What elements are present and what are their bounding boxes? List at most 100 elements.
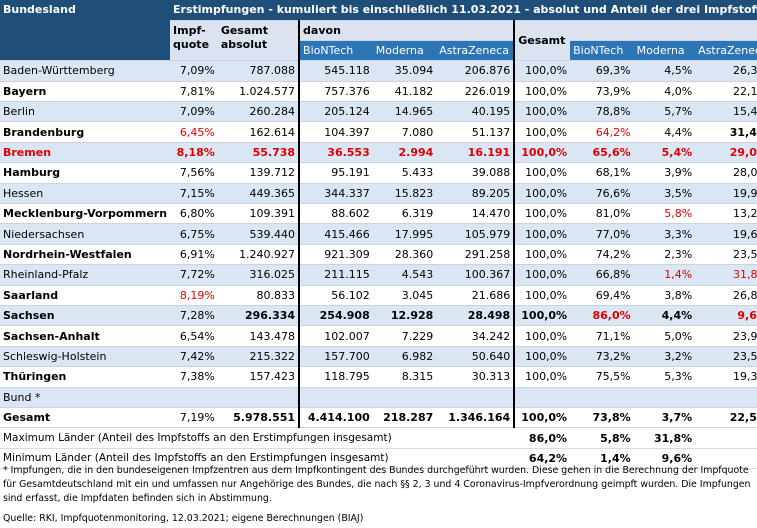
source-note: Quelle: RKI, Impfquotenmonitoring, 12.03… <box>3 513 364 524</box>
cell-az_pct <box>695 387 757 408</box>
cell-az_pct: 28,0% <box>695 162 757 184</box>
cell-g_pct: 100,0% <box>513 81 571 103</box>
cell-mod: 7.080 <box>372 121 437 143</box>
cell-az_pct: 26,3% <box>695 60 757 82</box>
cell-mod: 6.319 <box>372 203 437 225</box>
cell-bundesland: Niedersachsen <box>0 223 171 245</box>
cell-bundesland: Baden-Württemberg <box>0 60 171 82</box>
cell-quote: 7,72% <box>170 264 218 286</box>
cell-az_pct: 31,4% <box>695 121 757 143</box>
cell-bundesland: Berlin <box>0 101 171 123</box>
cell-mod_pct: 1,4% <box>633 264 696 286</box>
table-row: Brandenburg 6,45% 162.614 104.397 7.080 51.13… <box>0 121 757 143</box>
cell-bundesland: Mecklenburg-Vorpommern <box>0 203 171 225</box>
table-row: Schleswig-Holstein 7,42% 215.322 157.700 6.9… <box>0 346 757 368</box>
cell-bio_pct: 69,3% <box>570 60 634 82</box>
cell-az: 39.088 <box>436 162 515 184</box>
cell-az_pct: 23,9% <box>695 325 757 347</box>
cell-az_pct: 31,8% <box>695 264 757 286</box>
cell-bio_pct: 73,2% <box>570 346 634 368</box>
min-spacer <box>695 448 757 470</box>
cell-g_pct: 100,0% <box>513 325 571 347</box>
cell-gesamt: 109.391 <box>217 203 300 225</box>
cell-az: 30.313 <box>436 366 515 388</box>
cell-bio_pct: 86,0% <box>570 305 634 327</box>
max-bio: 86,0% <box>514 427 571 449</box>
cell-az: 1.346.164 <box>436 407 515 429</box>
cell-az: 291.258 <box>436 244 515 266</box>
cell-bio: 4.414.100 <box>298 407 373 429</box>
table-row: Gesamt 7,19% 5.978.551 4.414.100 218.287 1.34… <box>0 407 757 429</box>
cell-az: 206.876 <box>436 60 515 82</box>
cell-g_pct: 100,0% <box>513 223 571 245</box>
cell-mod: 3.045 <box>372 285 437 306</box>
table-row: Baden-Württemberg 7,09% 787.088 545.118 35.0… <box>0 60 757 82</box>
header-impfquote: Impf-quote <box>170 20 218 62</box>
cell-gesamt: 1.240.927 <box>217 244 300 266</box>
cell-mod_pct: 3,2% <box>633 346 696 368</box>
cell-mod_pct: 3,9% <box>633 162 696 184</box>
cell-quote: 7,42% <box>170 346 218 368</box>
cell-bio <box>298 387 373 408</box>
cell-bio_pct: 64,2% <box>570 121 634 143</box>
cell-g_pct: 100,0% <box>513 305 571 327</box>
cell-az_pct: 15,4% <box>695 101 757 123</box>
cell-quote: 7,19% <box>170 407 218 429</box>
max-row-label: Maximum Länder (Anteil des Impfstoffs an… <box>0 427 515 449</box>
cell-quote: 6,80% <box>170 203 218 225</box>
header-moderna: Moderna <box>372 40 437 62</box>
cell-mod_pct: 5,0% <box>633 325 696 347</box>
cell-az_pct: 19,3% <box>695 366 757 388</box>
cell-bio_pct: 68,1% <box>570 162 634 184</box>
cell-gesamt: 157.423 <box>217 366 300 388</box>
cell-gesamt: 80.833 <box>217 285 300 306</box>
cell-g_pct: 100,0% <box>513 60 571 82</box>
cell-quote: 8,18% <box>170 142 218 164</box>
min-az: 9,6% <box>633 448 696 470</box>
footnote: * Impfungen, die in den bundeseigenen Im… <box>3 465 751 504</box>
cell-az_pct: 22,5% <box>695 407 757 429</box>
table-row: Berlin 7,09% 260.284 205.124 14.965 40.195 100… <box>0 101 757 123</box>
cell-quote: 7,15% <box>170 183 218 205</box>
table-row: Bremen 8,18% 55.738 36.553 2.994 16.191 100,0%… <box>0 142 757 164</box>
cell-bio_pct: 78,8% <box>570 101 634 123</box>
cell-bio: 344.337 <box>298 183 373 205</box>
cell-bundesland: Thüringen <box>0 366 171 388</box>
cell-g_pct: 100,0% <box>513 366 571 388</box>
cell-az: 28.498 <box>436 305 515 327</box>
header-moderna-pct: Moderna <box>633 40 696 62</box>
table-row: Hamburg 7,56% 139.712 95.191 5.433 39.088 100,… <box>0 162 757 184</box>
cell-quote: 8,19% <box>170 285 218 306</box>
header-davon: davon <box>298 20 515 41</box>
cell-bio: 545.118 <box>298 60 373 82</box>
cell-az_pct: 23,5% <box>695 346 757 368</box>
cell-az: 100.367 <box>436 264 515 286</box>
cell-bio: 102.007 <box>298 325 373 347</box>
cell-quote: 6,54% <box>170 325 218 347</box>
cell-gesamt: 162.614 <box>217 121 300 143</box>
cell-quote: 7,56% <box>170 162 218 184</box>
cell-gesamt: 787.088 <box>217 60 300 82</box>
cell-bio_pct: 71,1% <box>570 325 634 347</box>
cell-bundesland: Bremen <box>0 142 171 164</box>
cell-bio: 921.309 <box>298 244 373 266</box>
cell-quote <box>170 387 218 408</box>
cell-az_pct: 26,8% <box>695 285 757 306</box>
cell-bio_pct: 73,9% <box>570 81 634 103</box>
cell-g_pct: 100,0% <box>513 121 571 143</box>
cell-bio_pct <box>570 387 634 408</box>
cell-g_pct: 100,0% <box>513 203 571 225</box>
cell-bundesland: Brandenburg <box>0 121 171 143</box>
cell-gesamt: 55.738 <box>217 142 300 164</box>
cell-az: 14.470 <box>436 203 515 225</box>
header-astrazeneca: AstraZeneca <box>436 40 515 62</box>
cell-quote: 7,81% <box>170 81 218 103</box>
cell-bundesland: Hessen <box>0 183 171 205</box>
cell-quote: 6,91% <box>170 244 218 266</box>
cell-g_pct: 100,0% <box>513 285 571 306</box>
cell-mod_pct: 5,4% <box>633 142 696 164</box>
cell-bio: 88.602 <box>298 203 373 225</box>
cell-bio_pct: 65,6% <box>570 142 634 164</box>
table-row: Niedersachsen 6,75% 539.440 415.466 17.995 10… <box>0 223 757 245</box>
cell-az: 105.979 <box>436 223 515 245</box>
